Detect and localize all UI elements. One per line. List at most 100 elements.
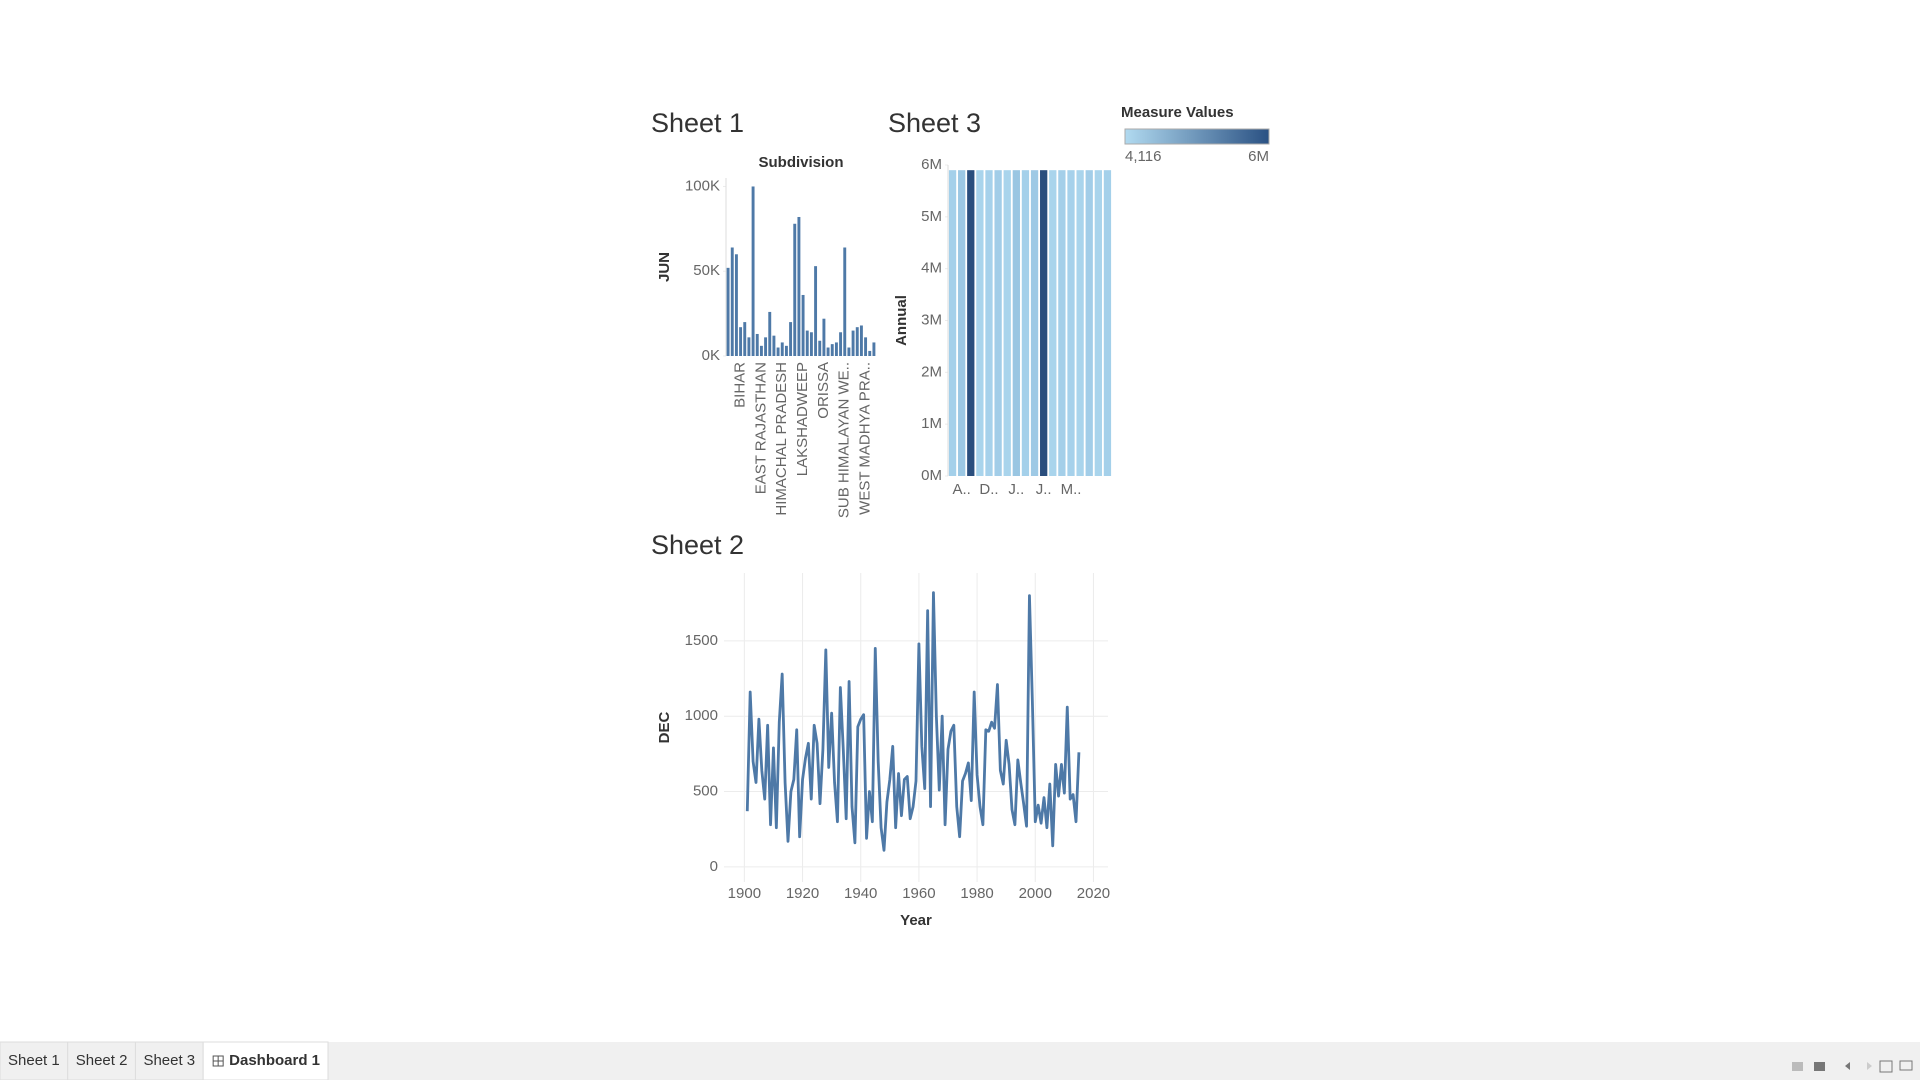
bar (822, 318, 826, 356)
bar (868, 350, 872, 356)
x-tick-label: HIMACHAL PRADESH (773, 362, 790, 516)
legend-min: 4,116 (1125, 148, 1161, 165)
x-axis-label: Year (900, 912, 932, 929)
bar (1094, 170, 1102, 476)
bar (814, 266, 818, 356)
bar (789, 322, 793, 356)
bar (1058, 170, 1066, 476)
bar (1076, 170, 1084, 476)
y-axis-label: Annual (893, 295, 910, 346)
y-tick-label: 100K (685, 177, 720, 194)
x-tick-label: M.. (1061, 481, 1082, 498)
x-tick-label: 2000 (1019, 885, 1052, 902)
icon[interactable] (1792, 1062, 1803, 1071)
y-tick-label: 1000 (685, 707, 718, 724)
bar (809, 332, 813, 356)
y-axis-label: JUN (656, 252, 673, 282)
bar (872, 342, 876, 356)
bar (834, 342, 838, 356)
bar (826, 347, 830, 356)
y-tick-label: 1M (921, 415, 942, 432)
tab[interactable]: Sheet 1 (0, 1041, 69, 1081)
bar (747, 337, 751, 356)
bar (772, 335, 776, 356)
icon[interactable] (1879, 1060, 1893, 1073)
tab-label[interactable]: Sheet 1 (8, 1052, 60, 1069)
y-tick-label: 500 (693, 783, 718, 800)
bar (864, 337, 868, 356)
bar (797, 216, 801, 356)
icon[interactable] (1867, 1062, 1872, 1070)
x-tick-label: LAKSHADWEEP (794, 362, 811, 476)
y-axis-label: DEC (656, 711, 673, 743)
tab-label[interactable]: Dashboard 1 (229, 1052, 320, 1069)
bar (1085, 170, 1093, 476)
bar (1049, 170, 1057, 476)
tab[interactable]: Dashboard 1 (202, 1041, 329, 1081)
legend-gradient (1124, 128, 1270, 145)
tab-label[interactable]: Sheet 2 (76, 1052, 128, 1069)
icon[interactable] (1845, 1062, 1850, 1070)
bar (784, 345, 788, 356)
x-tick-label: WEST MADHYA PRA.. (857, 362, 874, 515)
bar (976, 170, 984, 476)
bar (948, 170, 957, 476)
bar (768, 311, 772, 356)
bar (755, 333, 759, 356)
bar (1067, 170, 1075, 476)
x-tick-label: 1940 (844, 885, 877, 902)
bar (730, 247, 734, 356)
bar (793, 223, 797, 356)
tab-background (202, 1041, 329, 1081)
bar (1012, 170, 1020, 476)
tab-background (0, 1041, 69, 1081)
y-tick-label: 6M (921, 156, 942, 173)
x-tick-label: ORISSA (815, 362, 832, 419)
x-tick-label: BIHAR (732, 362, 749, 408)
icon[interactable] (1899, 1060, 1913, 1071)
bar (958, 170, 966, 476)
x-tick-label: 1980 (960, 885, 993, 902)
x-tick-label: J.. (1008, 481, 1024, 498)
bar (967, 170, 975, 476)
bar (847, 347, 851, 356)
bar (801, 294, 805, 356)
y-tick-label: 1500 (685, 632, 718, 649)
x-tick-label: EAST RAJASTHAN (752, 362, 769, 494)
bar (1003, 170, 1011, 476)
bar (751, 186, 755, 356)
toolbar-icons (1792, 1060, 1913, 1073)
x-tick-label: SUB HIMALAYAN WE.. (836, 362, 853, 518)
chart-title: Sheet 1 (651, 108, 744, 138)
bar (843, 247, 847, 356)
y-tick-label: 0K (702, 347, 720, 364)
column-header: Subdivision (758, 154, 843, 171)
x-tick-label: A.. (952, 481, 970, 498)
tab-icon (212, 1055, 224, 1067)
bar (734, 254, 738, 356)
tab-background (134, 1041, 204, 1081)
bar (818, 340, 822, 356)
y-tick-label: 5M (921, 208, 942, 225)
bar (855, 327, 859, 356)
bar (994, 170, 1002, 476)
bar (780, 342, 784, 356)
chart-title: Sheet 3 (888, 108, 981, 138)
chart-title: Sheet 2 (651, 530, 744, 560)
bar (830, 344, 834, 356)
bar (726, 267, 730, 356)
x-tick-label: 1960 (902, 885, 935, 902)
icon[interactable] (1814, 1062, 1825, 1071)
x-tick-label: 2020 (1077, 885, 1110, 902)
x-tick-label: 1900 (728, 885, 761, 902)
tab[interactable]: Sheet 3 (134, 1041, 204, 1081)
bar (805, 330, 809, 356)
y-tick-label: 0M (921, 467, 942, 484)
bar (851, 330, 855, 356)
tab[interactable]: Sheet 2 (67, 1041, 136, 1081)
bar (743, 322, 747, 356)
tab-label[interactable]: Sheet 3 (143, 1052, 195, 1069)
legend-max: 6M (1248, 148, 1269, 165)
